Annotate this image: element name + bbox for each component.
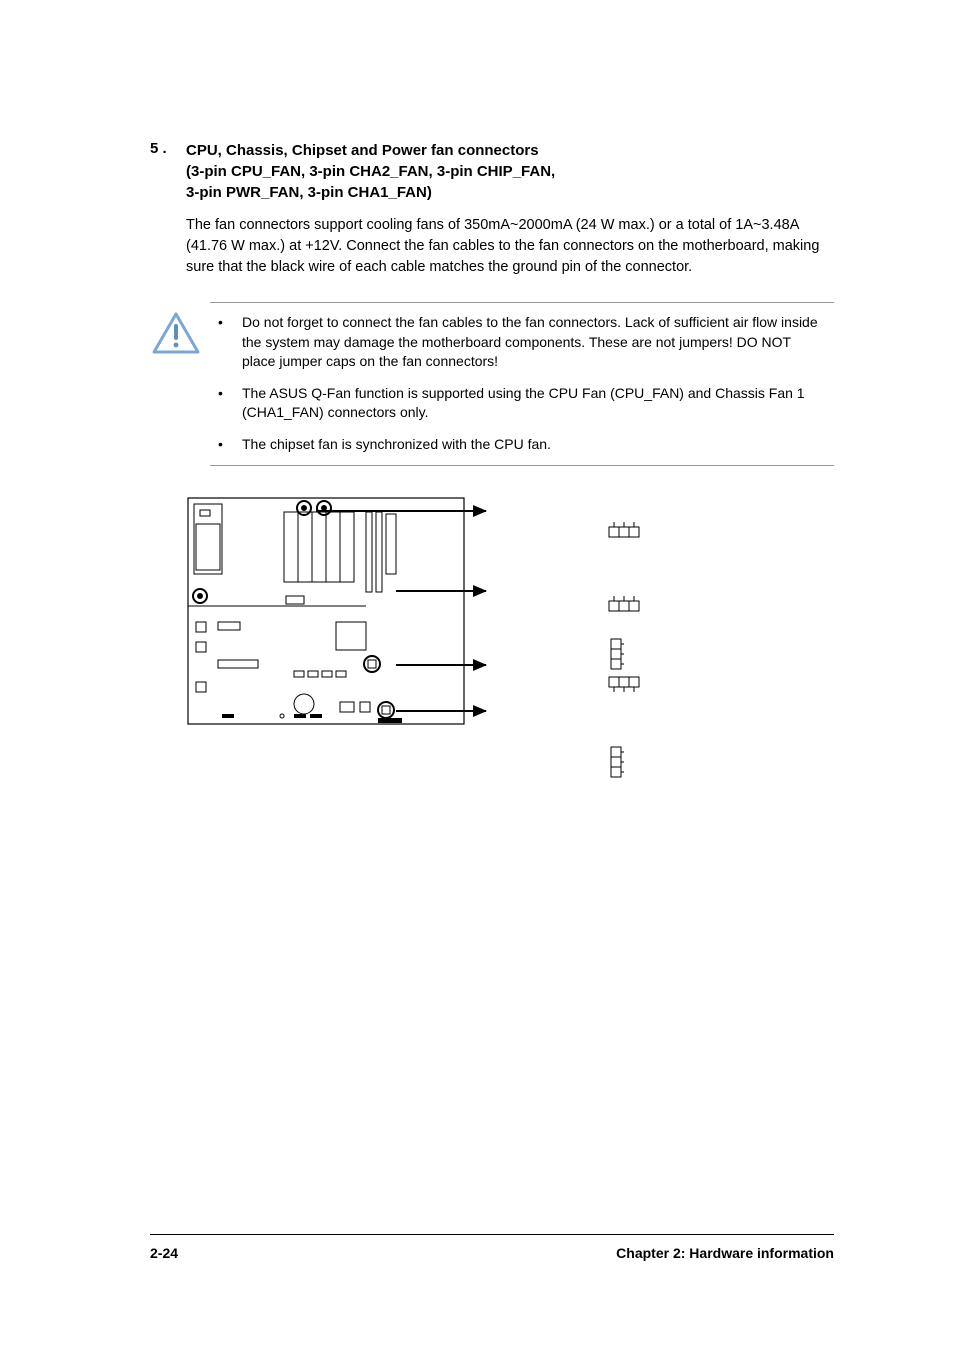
note-item: • Do not forget to connect the fan cable… — [210, 313, 834, 372]
title-line-3: 3-pin PWR_FAN, 3-pin CHA1_FAN) — [186, 182, 834, 203]
title-line-2: (3-pin CPU_FAN, 3-pin CHA2_FAN, 3-pin CH… — [186, 161, 834, 182]
section-body: The fan connectors support cooling fans … — [186, 215, 834, 278]
title-line-1: CPU, Chassis, Chipset and Power fan conn… — [186, 140, 834, 161]
note-text: Do not forget to connect the fan cables … — [242, 313, 834, 372]
connector-icon — [606, 596, 642, 619]
warning-block: • Do not forget to connect the fan cable… — [150, 302, 834, 466]
section-title: CPU, Chassis, Chipset and Power fan conn… — [186, 140, 834, 203]
connector-icon — [606, 636, 624, 677]
notes-list: • Do not forget to connect the fan cable… — [210, 302, 834, 466]
bullet-icon: • — [210, 384, 242, 423]
bullet-icon: • — [210, 435, 242, 455]
note-item: • The chipset fan is synchronized with t… — [210, 435, 834, 455]
note-text: The chipset fan is synchronized with the… — [242, 435, 834, 455]
chapter-label: Chapter 2: Hardware information — [616, 1245, 834, 1261]
arrow-icon — [396, 664, 486, 666]
section-heading: 5 . CPU, Chassis, Chipset and Power fan … — [150, 140, 834, 203]
arrow-icon — [316, 510, 486, 512]
warning-icon — [150, 302, 210, 466]
motherboard-diagram — [186, 496, 834, 806]
section-number: 5 . — [150, 140, 186, 203]
note-item: • The ASUS Q-Fan function is supported u… — [210, 384, 834, 423]
page: 5 . CPU, Chassis, Chipset and Power fan … — [0, 0, 954, 1351]
page-footer: 2-24 Chapter 2: Hardware information — [150, 1234, 834, 1261]
connector-icon — [606, 522, 642, 545]
arrow-icon — [396, 710, 486, 712]
connector-icon — [606, 744, 624, 785]
note-text: The ASUS Q-Fan function is supported usi… — [242, 384, 834, 423]
page-number: 2-24 — [150, 1245, 178, 1261]
connector-icon — [606, 674, 642, 697]
bullet-icon: • — [210, 313, 242, 372]
arrow-icon — [396, 590, 486, 592]
motherboard-icon — [186, 496, 466, 726]
